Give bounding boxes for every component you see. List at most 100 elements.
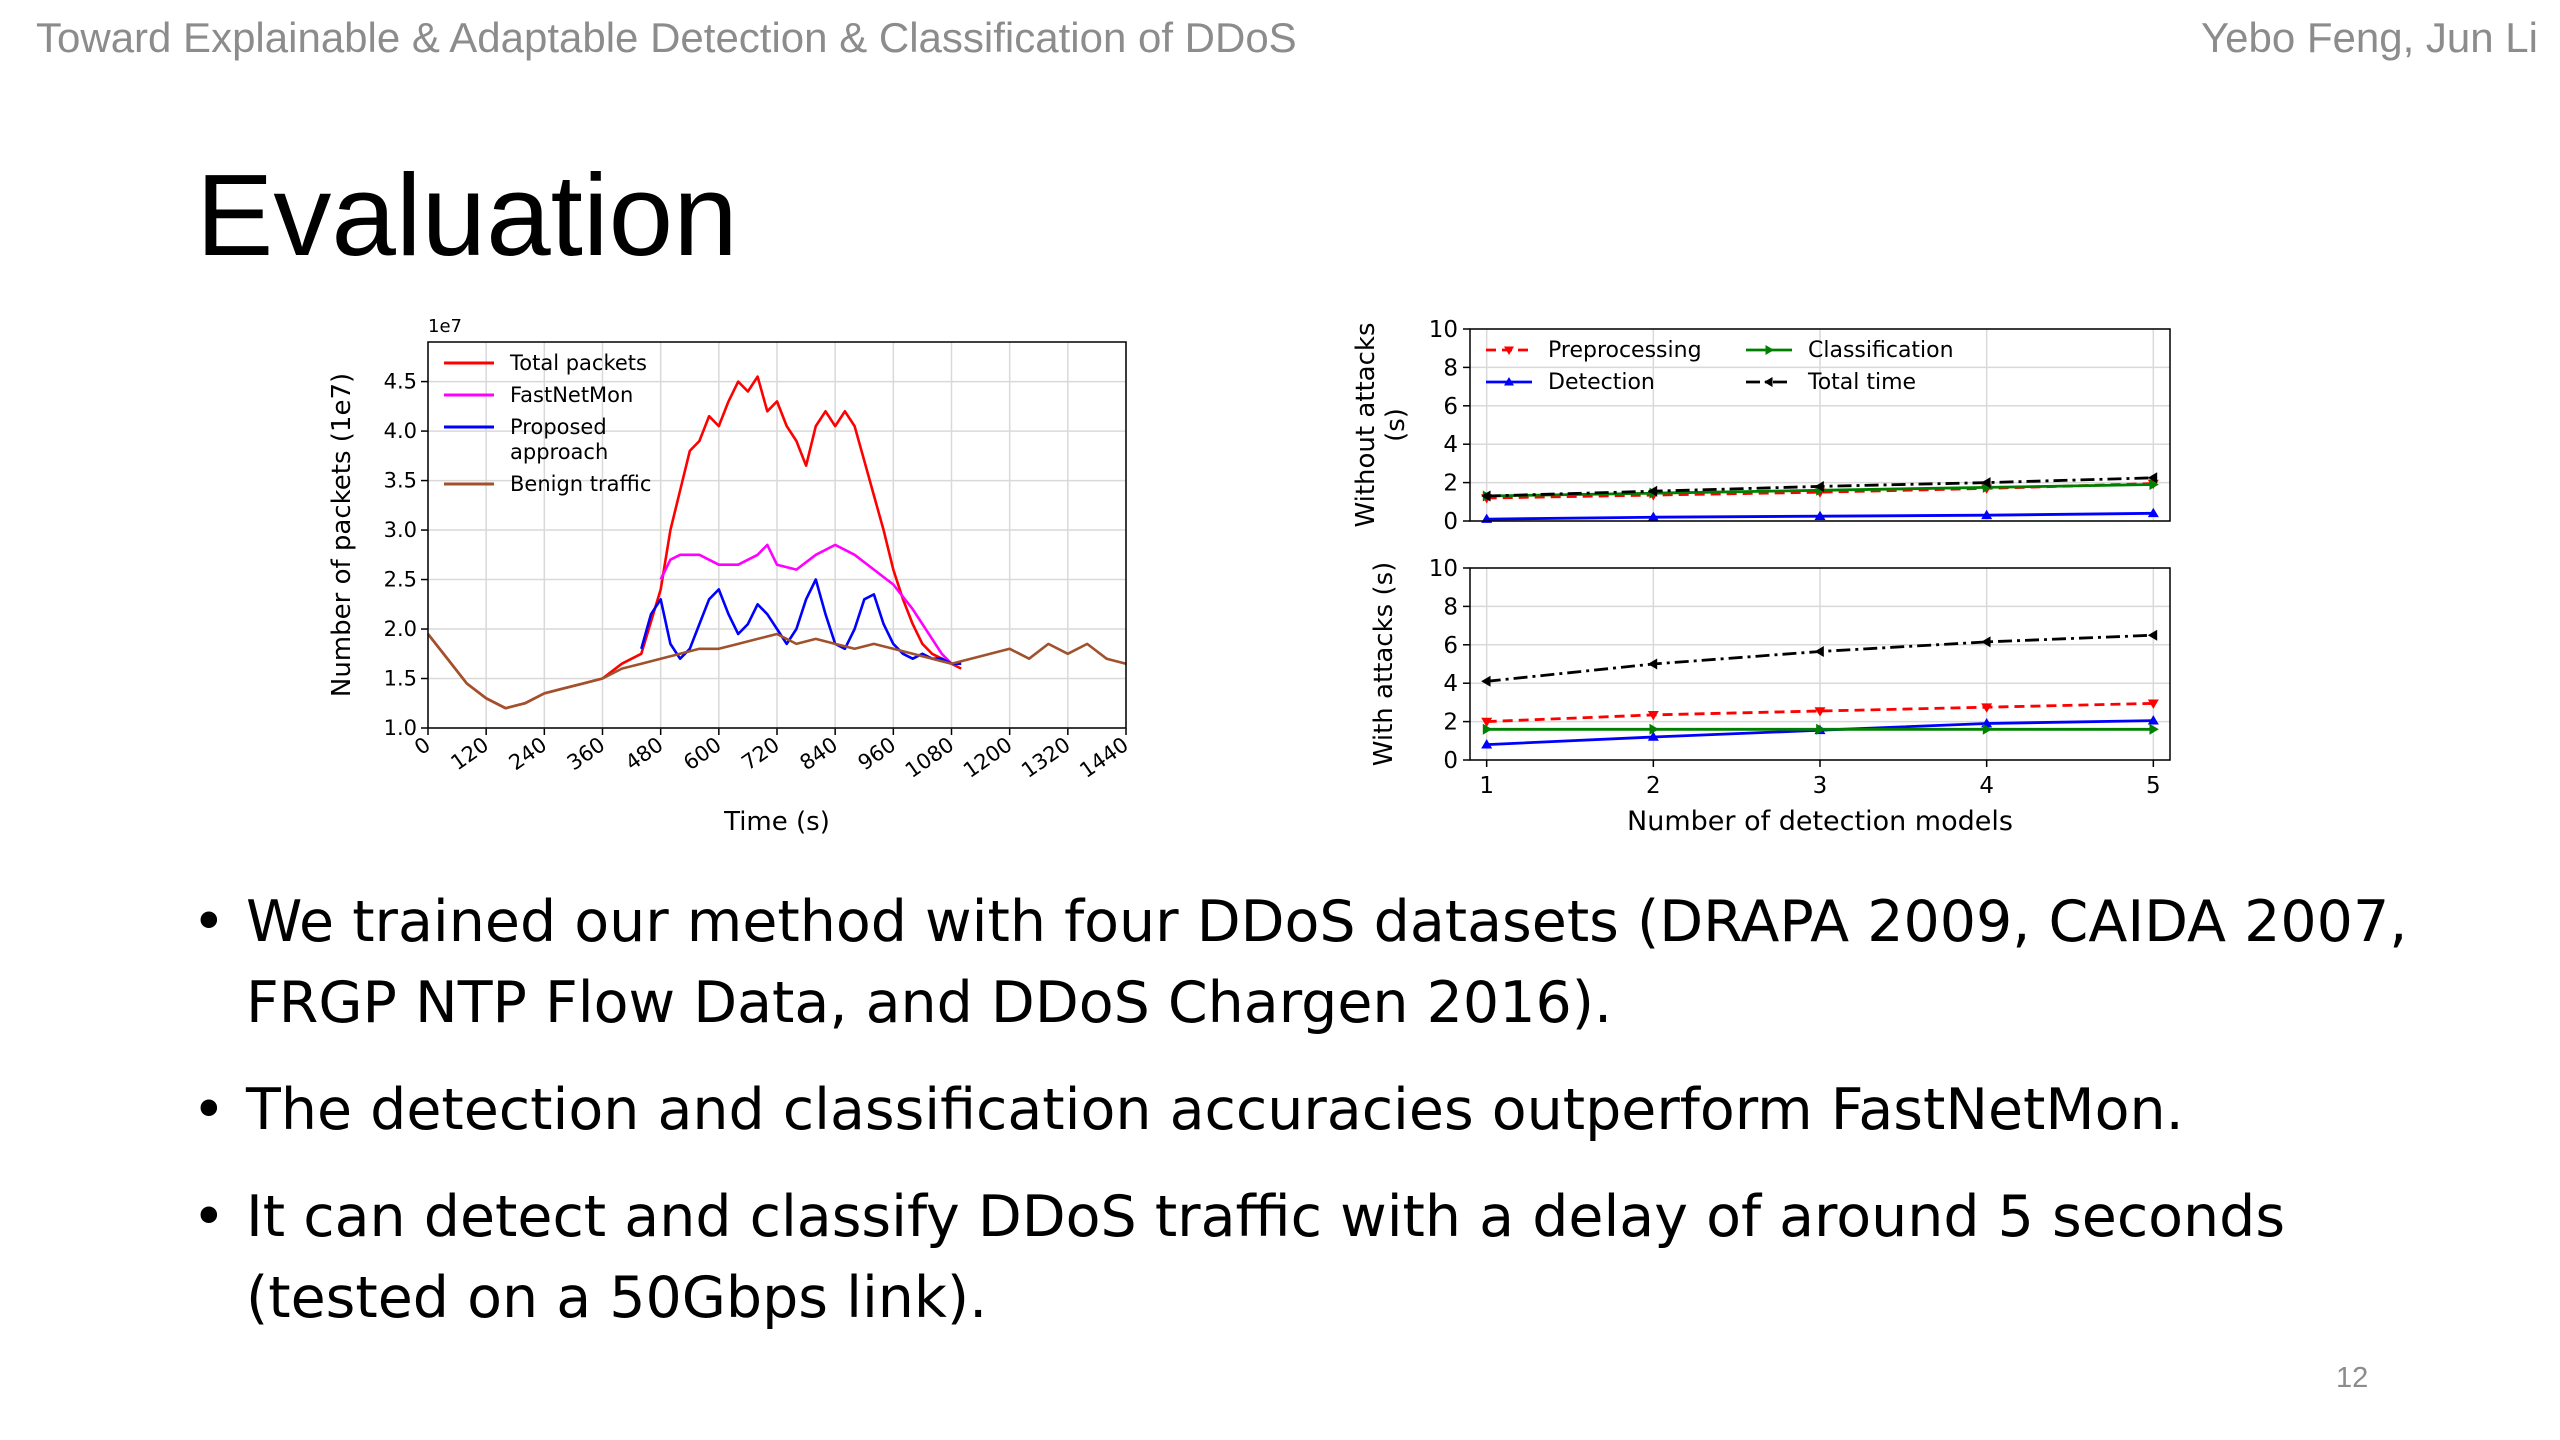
data-point: [1481, 675, 1491, 687]
bullet-text: It can detect and classify DDoS traffic …: [246, 1184, 2286, 1331]
x-tick-label: 5: [2146, 773, 2161, 799]
data-point: [1814, 510, 1826, 521]
legend-label: Total time: [1807, 370, 1916, 395]
legend-label: Proposed: [510, 415, 607, 439]
data-point: [1981, 477, 1991, 489]
y-tick-label: 4: [1443, 671, 1458, 697]
data-point: [1816, 723, 1826, 735]
y-tick-label: 2: [1443, 710, 1458, 736]
series-line: [659, 543, 953, 665]
x-tick-label: 720: [737, 732, 784, 775]
legend-marker: [1764, 377, 1773, 387]
data-point: [2147, 699, 2159, 709]
data-point: [1647, 731, 1659, 741]
y-axis-label: Without attacks: [1351, 322, 1381, 527]
x-tick-label: 1320: [1017, 732, 1075, 782]
data-point: [1649, 723, 1659, 735]
y-tick-label: 8: [1443, 355, 1458, 381]
plot-frame: [427, 341, 1127, 729]
y-tick-label: 10: [1429, 556, 1458, 582]
y-tick-label: 3.5: [384, 469, 417, 493]
data-point: [1982, 723, 1993, 735]
data-point: [1814, 480, 1824, 492]
y-tick-label: 6: [1443, 394, 1458, 420]
x-tick-label: 4: [1979, 773, 1994, 799]
data-point: [1647, 711, 1659, 721]
header-deck-title: Toward Explainable & Adaptable Detection…: [36, 14, 1297, 61]
data-point: [1814, 646, 1824, 658]
bullet-list: • We trained our method with four DDoS d…: [190, 882, 2440, 1365]
legend-label: FastNetMon: [510, 383, 633, 407]
series-line: [426, 375, 962, 710]
y-tick-label: 4.0: [384, 419, 417, 443]
x-axis-label: Time (s): [723, 807, 830, 837]
bullet-text: The detection and classification accurac…: [246, 1077, 2184, 1143]
data-point: [1647, 485, 1658, 497]
y-tick-label: 6: [1443, 633, 1458, 659]
y-tick-label: 8: [1443, 594, 1458, 620]
x-tick-label: 480: [621, 732, 668, 775]
y-axis-label: (s): [1381, 408, 1411, 442]
legend-marker: [1504, 377, 1514, 386]
plot-frame: [1469, 328, 2171, 522]
bullet-marker: •: [192, 889, 226, 955]
x-tick-label: 1200: [959, 732, 1017, 782]
data-point: [1481, 490, 1491, 502]
data-point: [1981, 636, 1991, 648]
data-point: [2147, 507, 2159, 518]
legend-label: Preprocessing: [1548, 338, 1702, 363]
legend-marker: [1765, 345, 1774, 355]
legend-label: Total packets: [509, 351, 647, 375]
data-point: [2147, 629, 2158, 641]
data-point: [2147, 715, 2159, 725]
x-tick-label: 840: [795, 732, 842, 775]
y-tick-label: 0: [1443, 748, 1458, 774]
legend-marker: [1504, 346, 1514, 355]
x-tick-label: 960: [854, 732, 901, 775]
plot-frame: [1469, 567, 2171, 761]
data-point: [1981, 509, 1993, 520]
y-tick-label: 1.5: [384, 667, 417, 691]
data-point: [1647, 658, 1658, 670]
x-tick-label: 1: [1479, 773, 1494, 799]
y-tick-label: 4.5: [384, 370, 417, 394]
data-point: [1481, 717, 1493, 728]
x-tick-label: 600: [679, 732, 726, 775]
bullet-text: We trained our method with four DDoS dat…: [246, 889, 2408, 1036]
slide-title: Evaluation: [196, 150, 738, 280]
header-authors: Yebo Feng, Jun Li: [2200, 14, 2538, 61]
legend-label: Detection: [1548, 370, 1655, 395]
bullet-item: • It can detect and classify DDoS traffi…: [190, 1177, 2440, 1339]
y-tick-label: 2: [1443, 471, 1458, 497]
bullet-marker: •: [192, 1077, 226, 1143]
x-tick-label: 360: [563, 732, 610, 775]
y-tick-label: 1.0: [384, 716, 417, 740]
x-tick-label: 1080: [901, 732, 959, 782]
series-line: [640, 578, 962, 666]
data-point: [1647, 511, 1659, 522]
x-tick-label: 240: [505, 732, 552, 775]
legend-label: Benign traffic: [510, 472, 651, 496]
data-point: [1481, 739, 1493, 749]
x-tick-label: 3: [1813, 773, 1828, 799]
packets-over-time-chart: 0 120 240 360 480 600 720 840 960 1080 1200 1320 144…: [327, 316, 1133, 837]
data-point: [1482, 723, 1493, 735]
bullet-item: • The detection and classification accur…: [190, 1070, 2440, 1151]
legend-label: approach: [510, 440, 608, 464]
data-point: [1981, 703, 1993, 713]
page-number: 12: [2336, 1362, 2369, 1394]
y-tick-label: 4: [1443, 432, 1458, 458]
data-point: [1814, 707, 1826, 717]
y-axis-label: With attacks (s): [1369, 562, 1399, 767]
y-tick-label: 10: [1429, 317, 1458, 343]
offset-label: 1e7: [428, 316, 462, 337]
bullet-marker: •: [192, 1184, 226, 1250]
y-axis-label: Number of packets (1e7): [327, 373, 357, 697]
y-tick-label: 2.5: [384, 568, 417, 592]
data-point: [2149, 723, 2159, 735]
legend-label: Classification: [1808, 338, 1954, 363]
x-tick-label: 2: [1646, 773, 1661, 799]
bullet-item: • We trained our method with four DDoS d…: [190, 882, 2440, 1044]
y-tick-label: 2.0: [384, 617, 417, 641]
data-point: [2149, 479, 2159, 491]
